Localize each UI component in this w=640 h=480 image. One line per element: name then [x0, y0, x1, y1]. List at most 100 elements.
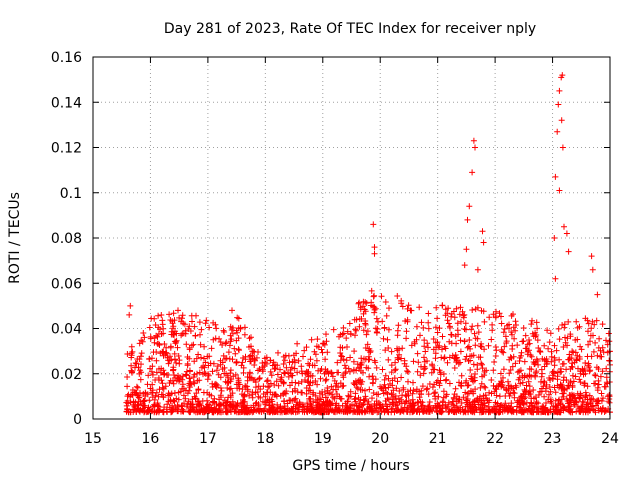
- data-point: [222, 340, 229, 347]
- data-point: [161, 341, 168, 347]
- data-point: [179, 315, 185, 322]
- data-point: [403, 328, 410, 335]
- data-point: [468, 373, 475, 380]
- data-point: [577, 379, 584, 386]
- data-point: [546, 391, 552, 398]
- data-point: [261, 355, 268, 362]
- data-point: [197, 409, 204, 416]
- data-point: [526, 383, 533, 390]
- data-point: [437, 369, 444, 376]
- data-point: [153, 389, 160, 396]
- data-point: [410, 379, 416, 386]
- data-point: [221, 397, 228, 404]
- data-point: [365, 353, 372, 360]
- data-point: [462, 356, 469, 363]
- data-point: [155, 340, 162, 347]
- data-point: [353, 327, 360, 334]
- data-point: [457, 348, 464, 355]
- data-point: [294, 369, 301, 376]
- data-point: [409, 390, 416, 397]
- data-point: [309, 407, 316, 414]
- data-point: [474, 322, 481, 329]
- data-point: [280, 361, 287, 367]
- data-point: [574, 336, 581, 343]
- data-point: [321, 341, 328, 348]
- data-point: [522, 407, 529, 414]
- data-point: [556, 396, 563, 403]
- data-point: [193, 355, 200, 362]
- data-point: [421, 354, 427, 361]
- data-point: [353, 367, 360, 374]
- data-point: [439, 333, 446, 340]
- data-point: [226, 342, 233, 349]
- data-point: [560, 404, 567, 411]
- data-point: [275, 382, 282, 389]
- data-point: [420, 324, 427, 331]
- data-point: [488, 336, 495, 343]
- data-point-notable: [370, 221, 377, 228]
- data-point: [463, 397, 470, 404]
- data-point: [431, 390, 438, 397]
- data-point: [458, 400, 465, 406]
- data-point: [577, 343, 584, 350]
- data-point: [324, 385, 331, 391]
- data-point: [415, 406, 422, 412]
- data-point: [502, 333, 509, 340]
- data-point: [236, 347, 242, 354]
- data-point: [165, 360, 172, 367]
- data-point-notable: [461, 262, 468, 269]
- data-point: [344, 344, 350, 350]
- data-point: [312, 409, 319, 415]
- data-point: [521, 358, 528, 365]
- data-point: [449, 352, 456, 359]
- data-point: [355, 403, 362, 410]
- data-point: [403, 393, 410, 400]
- data-point: [507, 367, 514, 373]
- data-point: [246, 369, 253, 376]
- data-point: [433, 304, 440, 311]
- data-point: [167, 398, 174, 404]
- data-point: [471, 374, 478, 381]
- data-point: [451, 365, 458, 371]
- data-point: [551, 357, 558, 364]
- data-point: [526, 340, 533, 347]
- data-point: [148, 368, 155, 375]
- data-point: [249, 391, 256, 398]
- data-point: [448, 340, 455, 347]
- data-point: [246, 392, 253, 399]
- data-point: [464, 344, 471, 351]
- data-point: [256, 375, 263, 381]
- data-point: [457, 359, 464, 366]
- data-point: [303, 385, 310, 391]
- data-point: [166, 391, 173, 398]
- data-point: [435, 393, 442, 400]
- data-point: [155, 407, 162, 414]
- data-point: [594, 384, 601, 391]
- data-point: [585, 362, 592, 369]
- data-point: [184, 401, 191, 408]
- data-point: [434, 403, 441, 410]
- data-point: [425, 310, 432, 317]
- data-point: [534, 325, 541, 332]
- data-point: [313, 357, 320, 364]
- data-point: [124, 351, 131, 357]
- data-point: [133, 383, 140, 390]
- data-point: [582, 315, 589, 322]
- data-point: [249, 355, 256, 362]
- data-point: [518, 352, 524, 359]
- data-point-notable: [480, 239, 487, 246]
- data-point: [528, 353, 535, 360]
- data-point: [472, 404, 479, 411]
- data-point: [157, 350, 164, 357]
- data-point: [579, 366, 586, 373]
- data-point: [226, 407, 233, 413]
- data-point: [211, 399, 218, 406]
- data-point: [569, 348, 576, 355]
- data-point: [242, 382, 249, 389]
- data-point: [362, 387, 368, 394]
- data-point: [296, 399, 303, 406]
- data-point: [547, 398, 554, 405]
- data-point: [448, 310, 455, 317]
- data-point: [137, 353, 144, 360]
- data-point: [364, 328, 371, 335]
